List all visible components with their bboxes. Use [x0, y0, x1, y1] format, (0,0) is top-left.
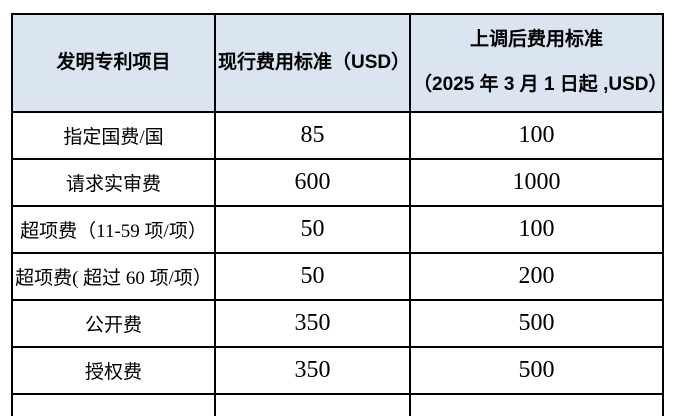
cell-item: 超项费（11-59 项/项）: [11, 205, 216, 254]
clipped-cell: [11, 394, 216, 416]
cell-item: 请求实审费: [11, 158, 216, 207]
header-adjusted-fee-line2: （2025 年 3 月 1 日起 ,USD）: [413, 74, 663, 95]
table-row: 公开费 350 500: [11, 299, 664, 348]
cell-item: 公开费: [11, 299, 216, 348]
cell-adjusted-fee: 100: [409, 205, 664, 254]
header-cell-current-fee: 现行费用标准（USD）: [214, 13, 411, 113]
header-cell-adjusted-fee: 上调后费用标准 （2025 年 3 月 1 日起 ,USD）: [409, 13, 664, 113]
cell-item: 授权费: [11, 346, 216, 395]
cell-adjusted-fee: 100: [409, 111, 664, 160]
cell-adjusted-fee: 200: [409, 252, 664, 301]
cell-current-fee: 50: [214, 252, 411, 301]
cell-adjusted-fee: 500: [409, 346, 664, 395]
header-row: 发明专利项目 现行费用标准（USD） 上调后费用标准 （2025 年 3 月 1…: [11, 13, 664, 113]
cell-adjusted-fee: 1000: [409, 158, 664, 207]
cell-current-fee: 50: [214, 205, 411, 254]
cell-adjusted-fee: 500: [409, 299, 664, 348]
table-row: 指定国费/国 85 100: [11, 111, 664, 160]
clipped-cell: [214, 394, 411, 416]
cell-current-fee: 350: [214, 299, 411, 348]
header-adjusted-fee-line1: 上调后费用标准: [469, 29, 603, 51]
patent-fee-table: 发明专利项目 现行费用标准（USD） 上调后费用标准 （2025 年 3 月 1…: [11, 13, 664, 416]
cell-item: 超项费( 超过 60 项/项）: [11, 252, 216, 301]
table-row: 超项费( 超过 60 项/项） 50 200: [11, 252, 664, 301]
cell-current-fee: 600: [214, 158, 411, 207]
cell-current-fee: 350: [214, 346, 411, 395]
clipped-partial-row: [11, 394, 664, 416]
table-row: 超项费（11-59 项/项） 50 100: [11, 205, 664, 254]
table-row: 授权费 350 500: [11, 346, 664, 395]
table-row: 请求实审费 600 1000: [11, 158, 664, 207]
header-cell-item: 发明专利项目: [11, 13, 216, 113]
cell-current-fee: 85: [214, 111, 411, 160]
clipped-cell: [409, 394, 664, 416]
cell-item: 指定国费/国: [11, 111, 216, 160]
